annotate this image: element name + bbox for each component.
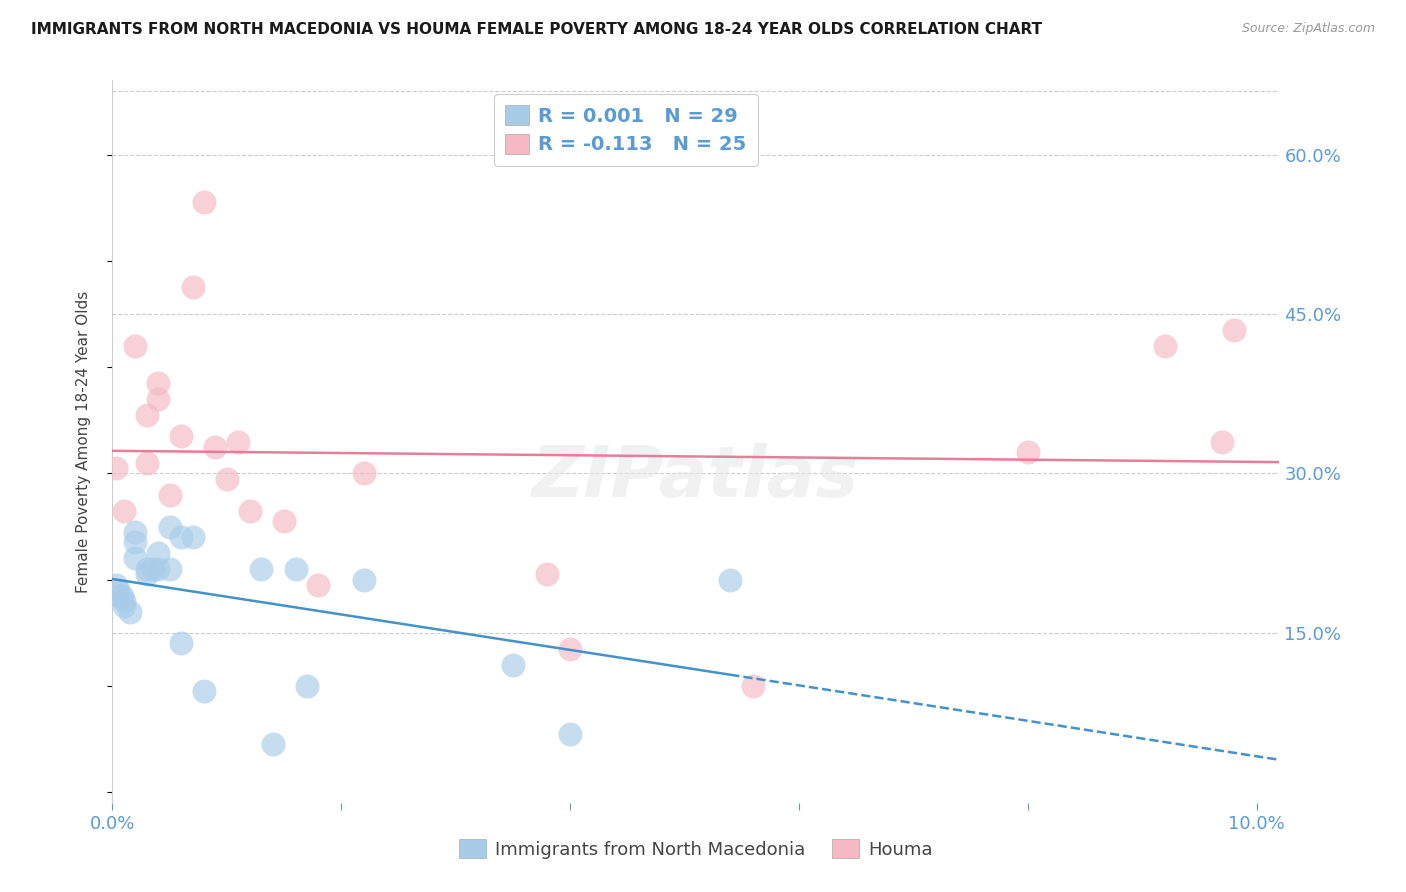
Point	[718, 573, 741, 587]
Point	[104, 461, 127, 475]
Point	[148, 376, 170, 390]
Point	[124, 551, 146, 566]
Point	[1017, 445, 1039, 459]
Point	[159, 519, 181, 533]
Point	[159, 562, 181, 576]
Point	[112, 599, 135, 614]
Point	[742, 679, 765, 693]
Point	[307, 578, 329, 592]
Point	[273, 514, 295, 528]
Point	[204, 440, 226, 454]
Point	[148, 392, 170, 406]
Point	[558, 727, 581, 741]
Point	[193, 684, 215, 698]
Point	[170, 429, 193, 443]
Text: IMMIGRANTS FROM NORTH MACEDONIA VS HOUMA FEMALE POVERTY AMONG 18-24 YEAR OLDS CO: IMMIGRANTS FROM NORTH MACEDONIA VS HOUMA…	[31, 22, 1042, 37]
Point	[111, 589, 134, 603]
Point	[1222, 323, 1244, 337]
Text: Source: ZipAtlas.com: Source: ZipAtlas.com	[1241, 22, 1375, 36]
Point	[135, 562, 157, 576]
Point	[112, 594, 135, 608]
Point	[284, 562, 307, 576]
Legend: Immigrants from North Macedonia, Houma: Immigrants from North Macedonia, Houma	[451, 832, 941, 866]
Point	[135, 567, 157, 582]
Point	[239, 503, 262, 517]
Point	[215, 472, 238, 486]
Point	[170, 636, 193, 650]
Point	[107, 583, 129, 598]
Point	[181, 530, 204, 544]
Y-axis label: Female Poverty Among 18-24 Year Olds: Female Poverty Among 18-24 Year Olds	[76, 291, 91, 592]
Point	[181, 280, 204, 294]
Point	[124, 524, 146, 539]
Point	[110, 589, 132, 603]
Point	[159, 488, 181, 502]
Point	[124, 535, 146, 549]
Point	[502, 657, 524, 672]
Text: ZIPatlas: ZIPatlas	[533, 443, 859, 512]
Point	[353, 573, 375, 587]
Point	[262, 737, 284, 751]
Point	[353, 467, 375, 481]
Point	[536, 567, 558, 582]
Point	[170, 530, 193, 544]
Point	[228, 434, 250, 449]
Point	[135, 408, 157, 422]
Point	[558, 641, 581, 656]
Point	[135, 456, 157, 470]
Point	[124, 339, 146, 353]
Point	[118, 605, 141, 619]
Point	[112, 503, 135, 517]
Point	[193, 195, 215, 210]
Point	[148, 562, 170, 576]
Point	[295, 679, 318, 693]
Point	[148, 546, 170, 560]
Point	[104, 578, 127, 592]
Point	[1211, 434, 1233, 449]
Point	[141, 562, 163, 576]
Point	[1154, 339, 1177, 353]
Point	[250, 562, 273, 576]
